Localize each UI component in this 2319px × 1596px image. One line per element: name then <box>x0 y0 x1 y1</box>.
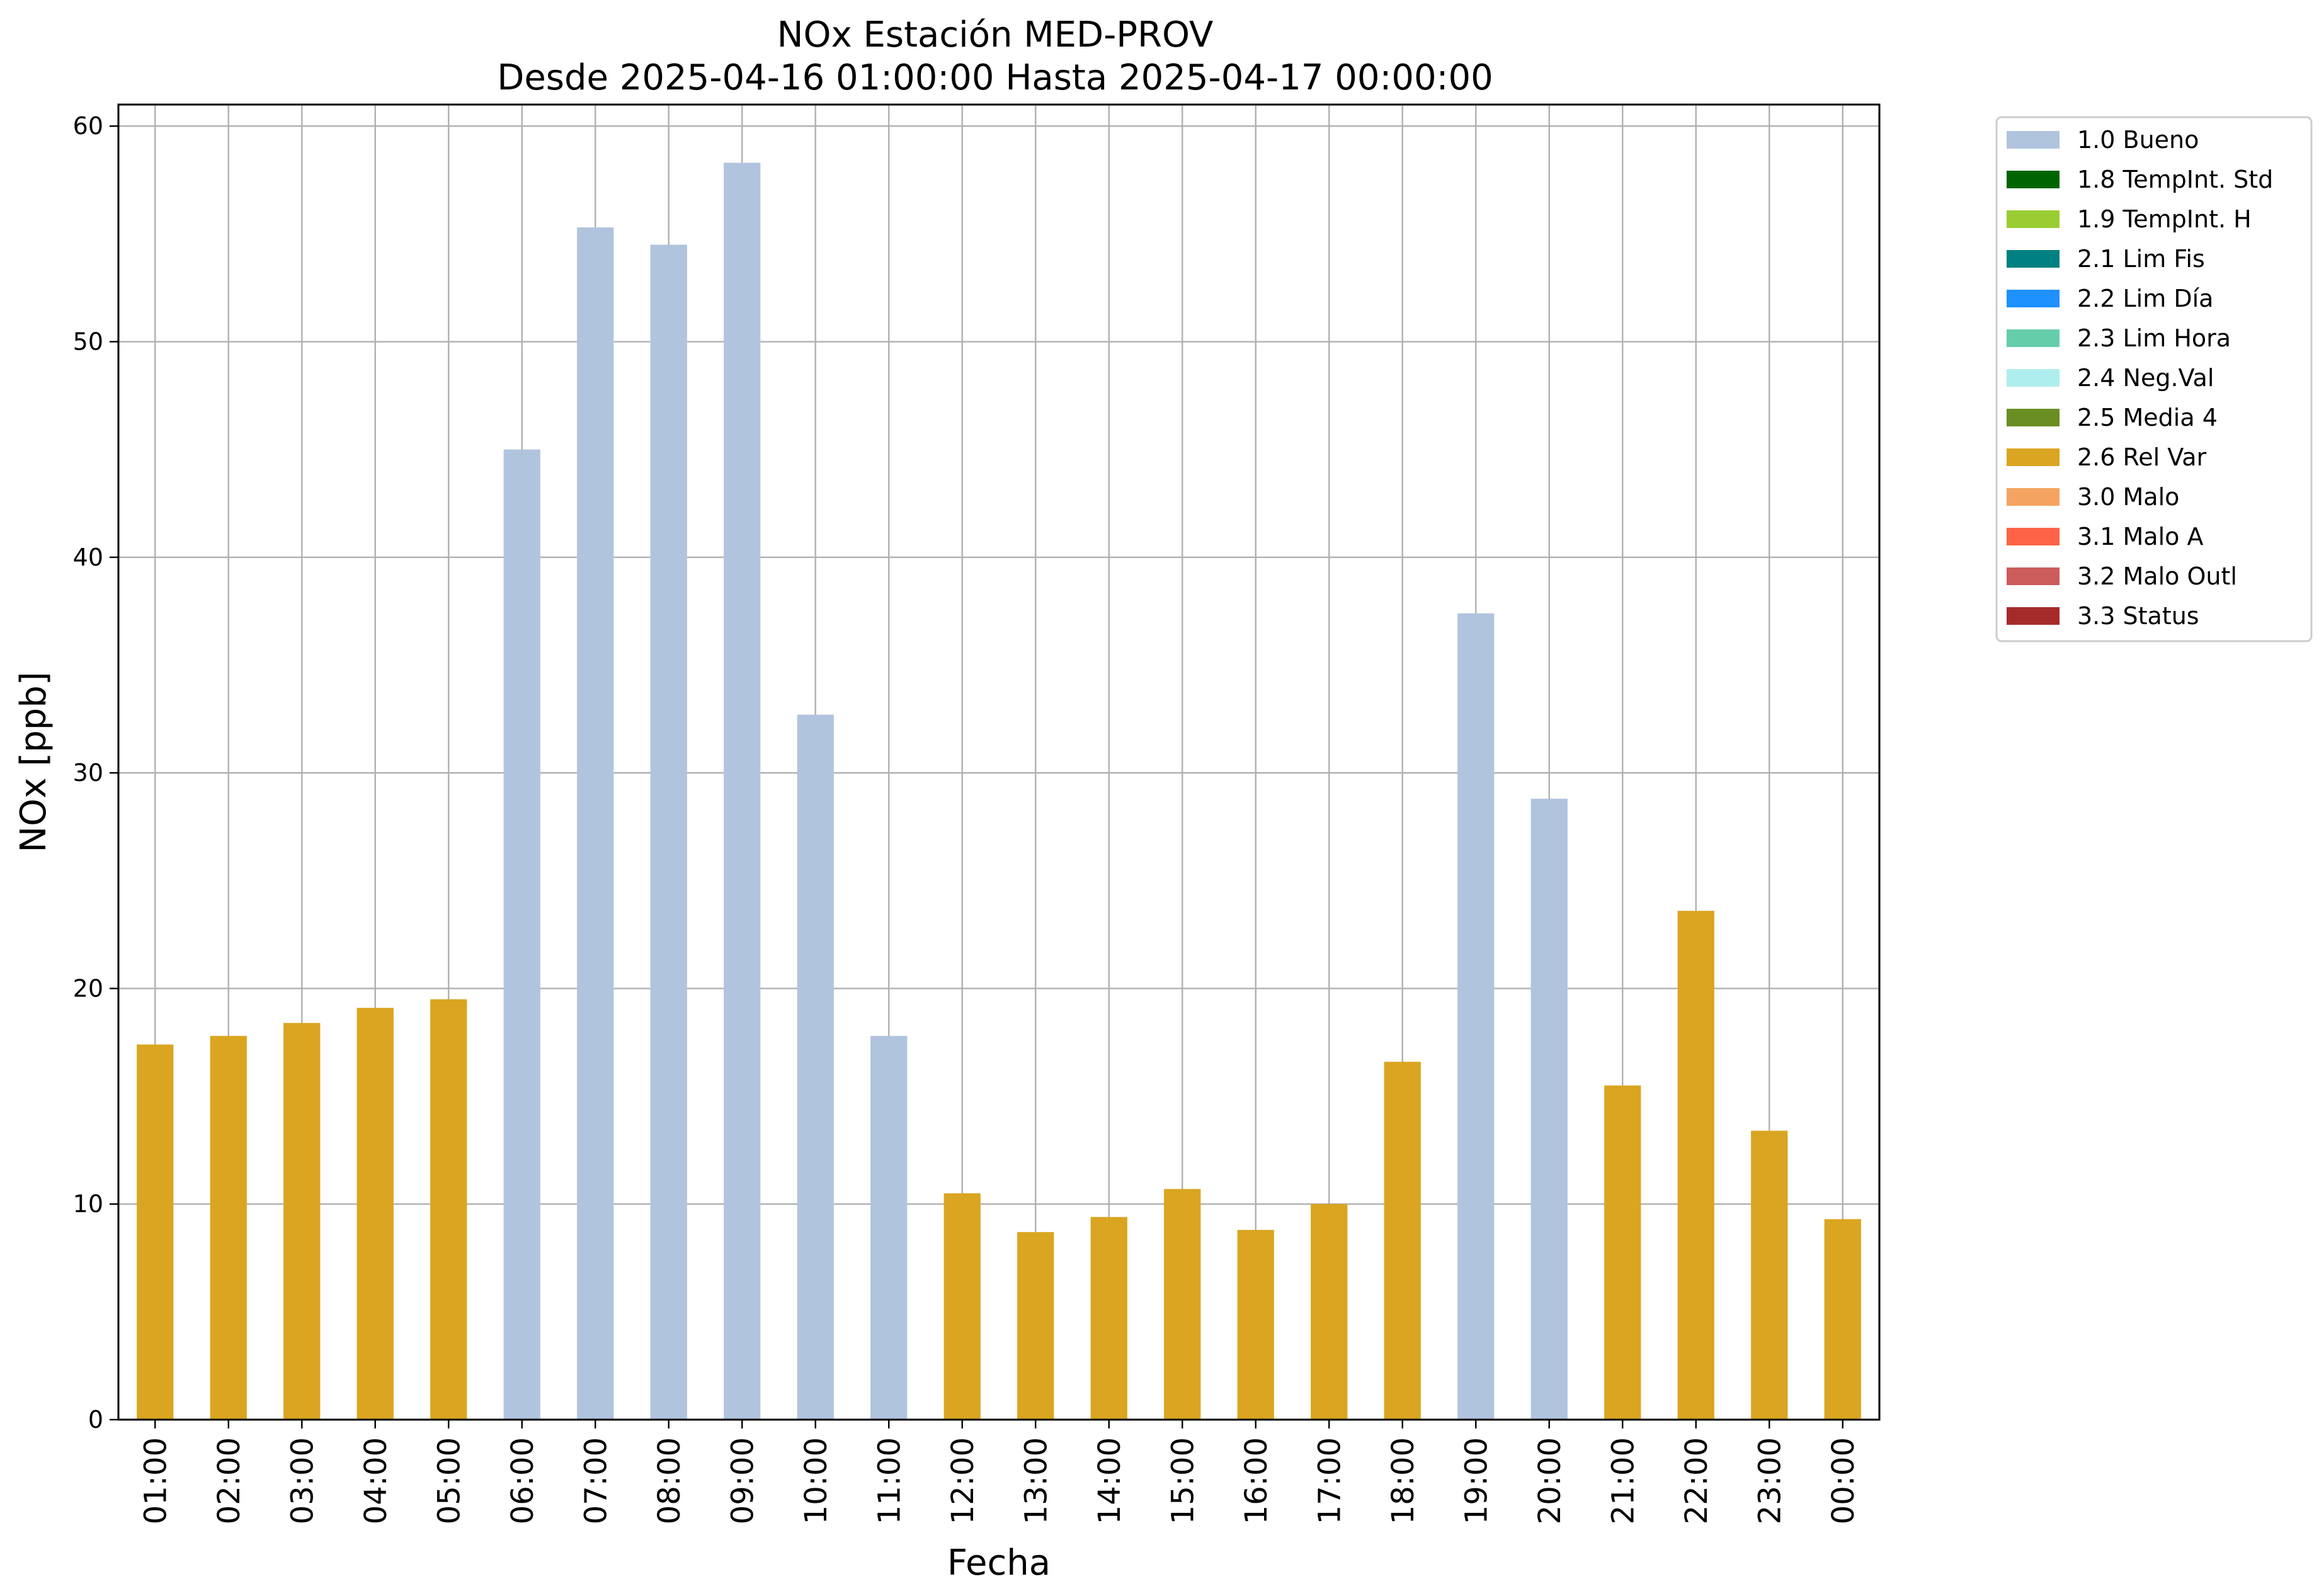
bar <box>283 1023 321 1420</box>
legend-label: 3.2 Malo Outl <box>2077 562 2237 590</box>
x-tick-label: 06:00 <box>505 1437 540 1524</box>
legend-swatch <box>2007 131 2060 149</box>
x-tick-label: 22:00 <box>1679 1437 1714 1524</box>
bar <box>943 1193 981 1420</box>
x-tick-label: 11:00 <box>872 1437 907 1524</box>
x-tick-label: 01:00 <box>138 1437 173 1524</box>
y-tick-label: 0 <box>88 1406 103 1434</box>
bar <box>137 1044 174 1420</box>
legend-swatch <box>2007 488 2060 506</box>
bar <box>1824 1219 1861 1420</box>
legend-swatch <box>2007 250 2060 268</box>
legend-label: 1.9 TempInt. H <box>2077 205 2252 233</box>
legend-swatch <box>2007 409 2060 426</box>
bars <box>137 162 1861 1420</box>
y-tick-label: 40 <box>73 544 103 571</box>
x-tick-label: 18:00 <box>1386 1437 1421 1524</box>
bar <box>577 227 614 1420</box>
legend-label: 2.4 Neg.Val <box>2077 364 2214 392</box>
x-tick-label: 15:00 <box>1165 1437 1200 1524</box>
x-axis-ticks: 01:00 02:00 03:00 04:00 05:00 06:00 07:00 08:00… <box>138 1420 1861 1524</box>
bar <box>1604 1085 1641 1420</box>
legend-label: 2.3 Lim Hora <box>2077 324 2231 352</box>
y-tick-label: 50 <box>73 328 103 356</box>
legend-label: 2.6 Rel Var <box>2077 443 2207 471</box>
chart-title: NOx Estación MED-PROV <box>777 14 1214 55</box>
y-tick-label: 60 <box>73 112 103 140</box>
bar <box>430 999 467 1420</box>
legend-label: 2.5 Media 4 <box>2077 404 2218 431</box>
chart-subtitle: Desde 2025-04-16 01:00:00 Hasta 2025-04-… <box>497 57 1493 98</box>
bar <box>1164 1188 1201 1420</box>
bar <box>650 244 687 1420</box>
x-tick-label: 07:00 <box>578 1437 613 1524</box>
legend-swatch <box>2007 290 2060 307</box>
x-axis-label: Fecha <box>947 1542 1051 1583</box>
bar <box>724 162 761 1420</box>
x-tick-label: 16:00 <box>1239 1437 1274 1524</box>
x-tick-label: 08:00 <box>652 1437 687 1524</box>
bar <box>1530 799 1568 1420</box>
legend-swatch <box>2007 448 2060 466</box>
legend-swatch <box>2007 607 2060 625</box>
x-tick-label: 00:00 <box>1826 1437 1861 1524</box>
bar <box>1677 911 1714 1420</box>
legend-label: 3.0 Malo <box>2077 483 2179 511</box>
legend-swatch <box>2007 528 2060 545</box>
bar <box>356 1008 394 1420</box>
x-tick-label: 10:00 <box>799 1437 834 1524</box>
legend-label: 1.8 TempInt. Std <box>2077 166 2273 193</box>
x-tick-label: 12:00 <box>945 1437 981 1524</box>
bar <box>870 1035 908 1420</box>
bar <box>1384 1061 1421 1420</box>
x-tick-label: 19:00 <box>1459 1437 1494 1524</box>
y-axis-ticks: 0 10 20 30 40 50 60 <box>73 112 118 1434</box>
y-axis-label: NOx [ppb] <box>13 671 54 852</box>
legend-swatch <box>2007 329 2060 347</box>
bar <box>1237 1229 1274 1420</box>
x-tick-label: 02:00 <box>212 1437 247 1524</box>
plot-area-frame <box>117 103 1881 1421</box>
bar <box>1311 1204 1348 1420</box>
legend-swatch <box>2007 567 2060 585</box>
x-tick-label: 13:00 <box>1018 1437 1054 1524</box>
legend-frame <box>1995 116 2313 642</box>
legend-label: 2.1 Lim Fis <box>2077 245 2205 273</box>
x-tick-label: 21:00 <box>1605 1437 1641 1524</box>
y-tick-label: 10 <box>73 1190 103 1218</box>
bar <box>1751 1131 1788 1420</box>
x-tick-label: 20:00 <box>1532 1437 1568 1524</box>
bar <box>797 714 834 1420</box>
legend-swatch <box>2007 171 2060 188</box>
legend-label: 1.0 Bueno <box>2077 126 2199 154</box>
bar <box>1090 1217 1127 1420</box>
bar <box>210 1035 247 1420</box>
bar <box>503 449 540 1420</box>
legend: 1.0 Bueno 1.8 TempInt. Std 1.9 TempInt. H 2… <box>1995 116 2313 642</box>
legend-label: 3.3 Status <box>2077 602 2199 630</box>
x-tick-label: 03:00 <box>285 1437 320 1524</box>
y-tick-label: 20 <box>73 974 103 1002</box>
legend-label: 3.1 Malo A <box>2077 523 2203 550</box>
legend-label: 2.2 Lim Día <box>2077 285 2213 312</box>
x-tick-label: 14:00 <box>1092 1437 1127 1524</box>
x-tick-label: 05:00 <box>431 1437 467 1524</box>
y-tick-label: 30 <box>73 759 103 787</box>
bar <box>1017 1232 1054 1420</box>
bar <box>1457 613 1495 1420</box>
x-tick-label: 09:00 <box>725 1437 760 1524</box>
x-tick-label: 23:00 <box>1752 1437 1787 1524</box>
x-tick-label: 04:00 <box>358 1437 394 1524</box>
legend-swatch <box>2007 369 2060 387</box>
legend-swatch <box>2007 210 2060 228</box>
x-tick-label: 17:00 <box>1312 1437 1347 1524</box>
